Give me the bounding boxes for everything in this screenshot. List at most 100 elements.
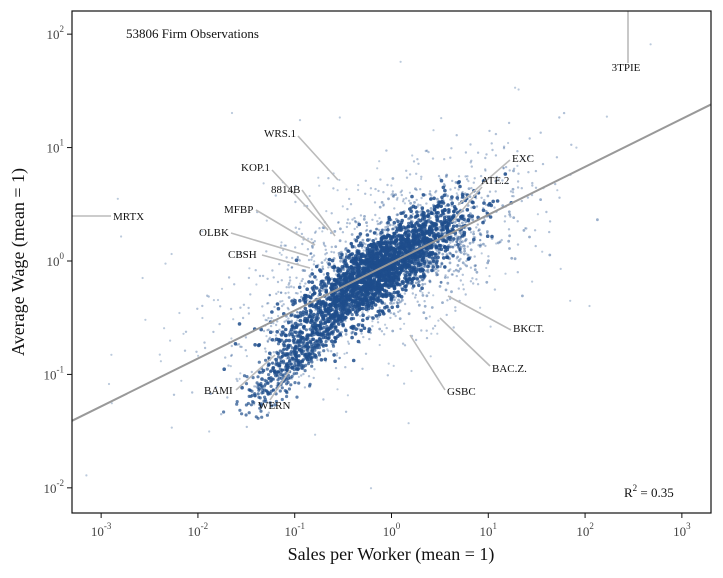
data-point <box>318 268 322 272</box>
data-point <box>378 245 381 248</box>
data-point <box>280 330 283 333</box>
data-point <box>394 285 397 288</box>
data-point <box>380 295 383 298</box>
data-point <box>321 323 325 326</box>
data-point <box>237 322 242 326</box>
data-point <box>548 220 552 223</box>
data-point <box>467 214 471 218</box>
data-point <box>365 282 368 285</box>
data-point <box>328 303 332 307</box>
data-point <box>297 319 301 322</box>
data-point <box>318 184 321 187</box>
data-point <box>302 372 305 376</box>
data-point <box>473 255 476 258</box>
data-point <box>339 304 343 308</box>
data-point <box>313 240 316 243</box>
data-point <box>371 218 374 221</box>
data-point <box>318 227 321 230</box>
data-point <box>451 224 456 229</box>
data-point <box>289 353 293 357</box>
data-point <box>369 266 372 270</box>
annotation-label: ATE.2 <box>481 175 509 187</box>
data-point <box>361 264 365 267</box>
data-point <box>509 215 512 218</box>
data-point <box>432 243 436 247</box>
data-point <box>85 474 88 477</box>
data-point <box>353 238 357 241</box>
data-point <box>278 389 282 393</box>
data-point <box>263 395 267 399</box>
data-point <box>339 227 342 231</box>
data-point <box>480 252 483 255</box>
data-point <box>306 340 309 344</box>
data-point <box>292 323 295 326</box>
data-point <box>459 242 462 246</box>
data-point <box>333 230 337 233</box>
data-point <box>300 364 304 368</box>
data-point <box>413 242 416 245</box>
data-point <box>201 316 204 320</box>
data-point <box>295 395 299 399</box>
data-point <box>427 150 430 154</box>
data-point <box>471 200 475 205</box>
data-point <box>421 260 424 264</box>
x-tick-label: 100 <box>383 521 401 539</box>
data-point <box>372 231 377 235</box>
data-point <box>281 299 284 303</box>
data-point <box>380 279 383 283</box>
data-point <box>477 244 480 247</box>
x-tick-label: 10-3 <box>91 521 112 539</box>
data-point <box>446 276 449 279</box>
data-point <box>290 299 294 303</box>
data-point <box>428 234 432 237</box>
data-point <box>201 304 204 308</box>
data-point <box>387 252 390 255</box>
data-point <box>345 188 348 191</box>
data-point <box>305 287 310 292</box>
data-point <box>417 253 421 257</box>
data-point <box>392 277 396 280</box>
data-point <box>443 249 448 253</box>
data-point <box>375 231 378 234</box>
data-point <box>329 282 333 285</box>
data-point <box>490 237 494 240</box>
data-point <box>321 230 324 233</box>
data-point <box>380 330 384 333</box>
data-point <box>299 290 302 293</box>
annotations: 3TPIEMRTXWRS.1KOP.18814BMFBPOLBKCBSHEXCA… <box>72 11 641 412</box>
data-point <box>357 222 362 227</box>
data-point <box>296 338 300 342</box>
data-point <box>401 200 405 203</box>
data-point <box>372 304 375 307</box>
data-point <box>394 291 398 294</box>
data-point <box>399 60 402 63</box>
data-point <box>531 280 534 283</box>
data-point <box>427 265 430 268</box>
data-point <box>456 264 460 267</box>
data-point <box>517 172 520 175</box>
data-point <box>330 212 333 215</box>
data-point <box>393 240 397 244</box>
data-point <box>471 240 475 244</box>
data-point <box>545 210 548 214</box>
data-point <box>441 301 444 304</box>
data-point <box>477 229 480 232</box>
data-point <box>377 279 381 282</box>
data-point <box>314 309 317 312</box>
data-point <box>307 237 310 240</box>
data-point <box>286 268 289 271</box>
data-point <box>467 187 471 191</box>
data-point <box>293 381 297 385</box>
data-point <box>378 232 382 236</box>
data-point <box>394 229 399 233</box>
data-point <box>248 267 251 270</box>
data-point <box>385 245 388 248</box>
data-point <box>356 259 359 262</box>
data-point <box>520 187 523 190</box>
data-point <box>444 288 448 292</box>
data-point <box>227 364 230 367</box>
data-point <box>495 199 500 203</box>
data-point <box>398 292 402 296</box>
data-point <box>422 240 425 243</box>
data-point <box>461 221 464 225</box>
